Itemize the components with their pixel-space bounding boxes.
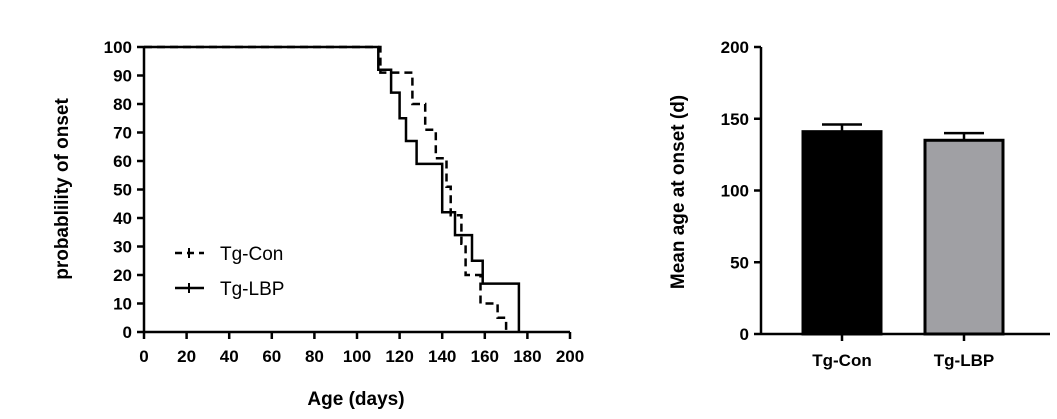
y-tick-label: 0 — [123, 323, 132, 342]
x-tick-label: 120 — [385, 347, 413, 366]
y-tick-label: 100 — [721, 182, 749, 201]
x-tick-label-tg-con: Tg-Con — [812, 351, 871, 370]
y-tick-label: 90 — [113, 67, 132, 86]
y-tick-label: 80 — [113, 95, 132, 114]
x-tick-label: 40 — [220, 347, 239, 366]
y-tick-label: 60 — [113, 152, 132, 171]
y-tick-label: 30 — [113, 238, 132, 257]
x-tick-label: 0 — [139, 347, 148, 366]
y-tick-label: 50 — [113, 181, 132, 200]
x-tick-label: 140 — [428, 347, 456, 366]
x-tick-label: 100 — [343, 347, 371, 366]
y-tick-label: 100 — [104, 38, 132, 57]
x-tick-label: 80 — [305, 347, 324, 366]
y-axis-title: Mean age at onset (d) — [668, 95, 689, 289]
mean-onset-bar-chart: 0 50 100 150 200 Tg-Con Tg-LBP Mean age at on… — [668, 38, 1050, 370]
y-tick-label: 70 — [113, 124, 132, 143]
legend: Tg-Con Tg-LBP — [175, 244, 284, 300]
y-tick-label: 0 — [740, 325, 749, 344]
x-axis-title: Age (days) — [307, 389, 404, 410]
bar-tg-lbp — [923, 138, 1005, 336]
onset-probability-chart: 0 10 20 30 40 50 60 70 80 90 100 0 20 40 60 80 100 120 140… — [52, 38, 584, 410]
y-tick-label: 20 — [113, 266, 132, 285]
y-tick-label: 10 — [113, 295, 132, 314]
x-tick-label: 60 — [262, 347, 281, 366]
y-tick-label: 40 — [113, 209, 132, 228]
legend-label-tg-lbp: Tg-LBP — [220, 279, 284, 300]
x-tick-label: 180 — [513, 347, 541, 366]
bar-tg-con — [801, 130, 883, 336]
series-line-tg-lbp — [144, 45, 521, 332]
y-axis-title: probablility of onset — [52, 98, 73, 280]
x-tick-label: 160 — [471, 347, 499, 366]
y-tick-label: 150 — [721, 110, 749, 129]
x-tick-label-tg-lbp: Tg-LBP — [934, 351, 994, 370]
series-line-tg-con — [144, 45, 508, 332]
legend-label-tg-con: Tg-Con — [220, 244, 283, 265]
x-tick-label: 200 — [556, 347, 584, 366]
y-tick-label: 50 — [730, 253, 749, 272]
x-tick-label: 20 — [177, 347, 196, 366]
y-tick-label: 200 — [721, 38, 749, 57]
